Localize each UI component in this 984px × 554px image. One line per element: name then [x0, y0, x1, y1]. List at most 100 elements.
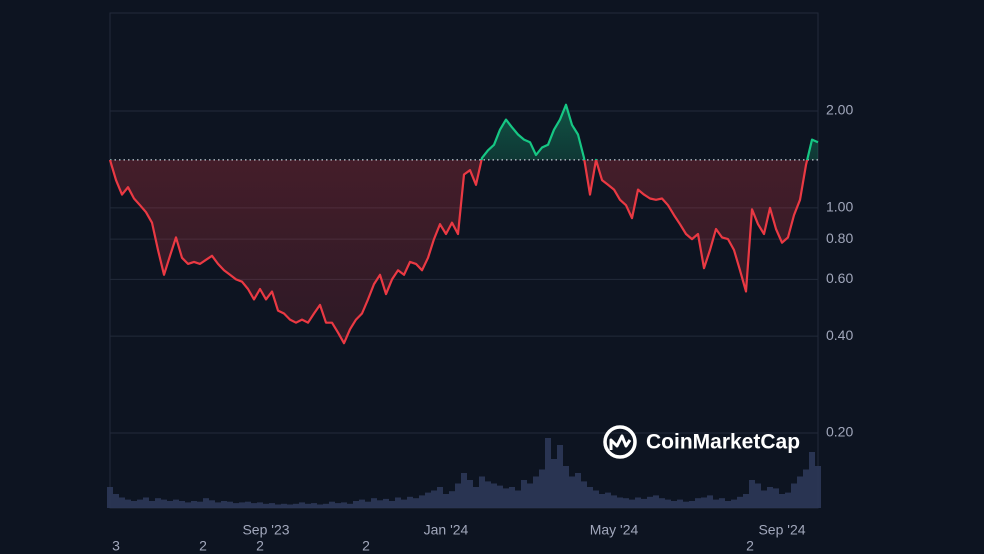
price-area	[110, 104, 818, 344]
volume-bar	[665, 499, 671, 508]
x-tick-label: Sep '24	[758, 522, 805, 538]
volume-bar	[431, 490, 437, 508]
volume-bar	[173, 499, 179, 508]
volume-bar	[659, 498, 665, 508]
volume-bar	[593, 490, 599, 508]
volume-bar	[191, 501, 197, 508]
volume-bar	[143, 497, 149, 508]
volume-bar	[701, 497, 707, 508]
volume-bar	[731, 499, 737, 508]
volume-bar	[707, 495, 713, 508]
volume-bar	[371, 498, 377, 508]
volume-bar	[473, 487, 479, 508]
volume-bar	[815, 466, 821, 508]
volume-bar	[683, 501, 689, 508]
volume-bar	[503, 488, 509, 508]
volume-bar	[575, 473, 581, 508]
volume-bar	[395, 497, 401, 508]
watermark-text: CoinMarketCap	[646, 431, 800, 454]
volume-bar	[209, 500, 215, 508]
volume-bar	[185, 502, 191, 508]
volume-bar	[767, 487, 773, 508]
volume-bar	[545, 438, 551, 508]
y-tick-label: 1.00	[826, 199, 853, 215]
volume-bar	[515, 490, 521, 508]
volume-bar	[761, 490, 767, 508]
volume-bar	[605, 492, 611, 508]
volume-bar	[653, 495, 659, 508]
volume-bar	[695, 498, 701, 508]
clipped-label: 2	[256, 538, 264, 554]
volume-bar	[755, 483, 761, 508]
volume-bar	[749, 480, 755, 508]
volume-bar	[629, 499, 635, 508]
y-tick-label: 0.20	[826, 424, 853, 440]
volume-bar	[461, 473, 467, 508]
volume-bar	[551, 459, 557, 508]
volume-bar	[257, 502, 263, 508]
x-tick-label: May '24	[590, 522, 639, 538]
volume-bar	[737, 496, 743, 508]
volume-bar	[587, 487, 593, 508]
volume-bar	[233, 503, 239, 508]
volume-bar	[689, 501, 695, 508]
volume-bar	[269, 503, 275, 508]
watermark: CoinMarketCap	[603, 425, 800, 459]
volume-bar	[419, 495, 425, 508]
y-tick-label: 0.60	[826, 270, 853, 286]
volume-bar	[245, 501, 251, 508]
volume-bar	[485, 481, 491, 508]
volume-bar	[797, 476, 803, 508]
volume-bar	[137, 499, 143, 508]
volume-bar	[341, 502, 347, 508]
volume-bar	[299, 502, 305, 508]
volume-bar	[131, 501, 137, 508]
volume-bar	[155, 498, 161, 508]
volume-bar	[491, 483, 497, 508]
volume-bar	[329, 501, 335, 508]
volume-bar	[125, 499, 131, 508]
volume-bar	[611, 495, 617, 508]
volume-bar	[809, 452, 815, 508]
volume-bar	[317, 504, 323, 508]
logo	[603, 425, 637, 459]
volume-bar	[281, 503, 287, 508]
volume-bar	[149, 501, 155, 508]
volume-bar	[779, 494, 785, 508]
volume-bar	[107, 487, 113, 508]
volume-bar	[335, 503, 341, 508]
volume-bar	[221, 501, 227, 508]
volume-bar	[413, 498, 419, 508]
volume-bar	[311, 503, 317, 508]
x-tick-label: Sep '23	[242, 522, 289, 538]
volume-bar	[347, 503, 353, 508]
volume-bar	[533, 476, 539, 508]
volume-bar	[119, 497, 125, 508]
volume-bar	[467, 480, 473, 508]
volume-bar	[383, 498, 389, 508]
volume-bar	[287, 504, 293, 508]
clipped-label: 3	[112, 538, 120, 554]
volume-bar	[323, 503, 329, 508]
volume-bar	[785, 492, 791, 508]
clipped-label: 2	[199, 538, 207, 554]
volume-bar	[305, 503, 311, 508]
volume-bar	[179, 501, 185, 508]
volume-bar	[227, 501, 233, 508]
volume-bar	[557, 445, 563, 508]
volume-bar	[641, 498, 647, 508]
volume-bar	[497, 485, 503, 508]
volume-bar	[377, 500, 383, 508]
volume-bar	[263, 503, 269, 508]
logo-mark	[609, 434, 632, 450]
volume-bar	[359, 499, 365, 508]
volume-bar	[443, 494, 449, 508]
volume-bar	[425, 492, 431, 508]
volume-bar	[293, 503, 299, 508]
volume-bar	[479, 476, 485, 508]
volume-bar	[719, 498, 725, 508]
volume-bar	[563, 466, 569, 508]
volume-bar	[671, 501, 677, 508]
volume-bar	[539, 469, 545, 508]
